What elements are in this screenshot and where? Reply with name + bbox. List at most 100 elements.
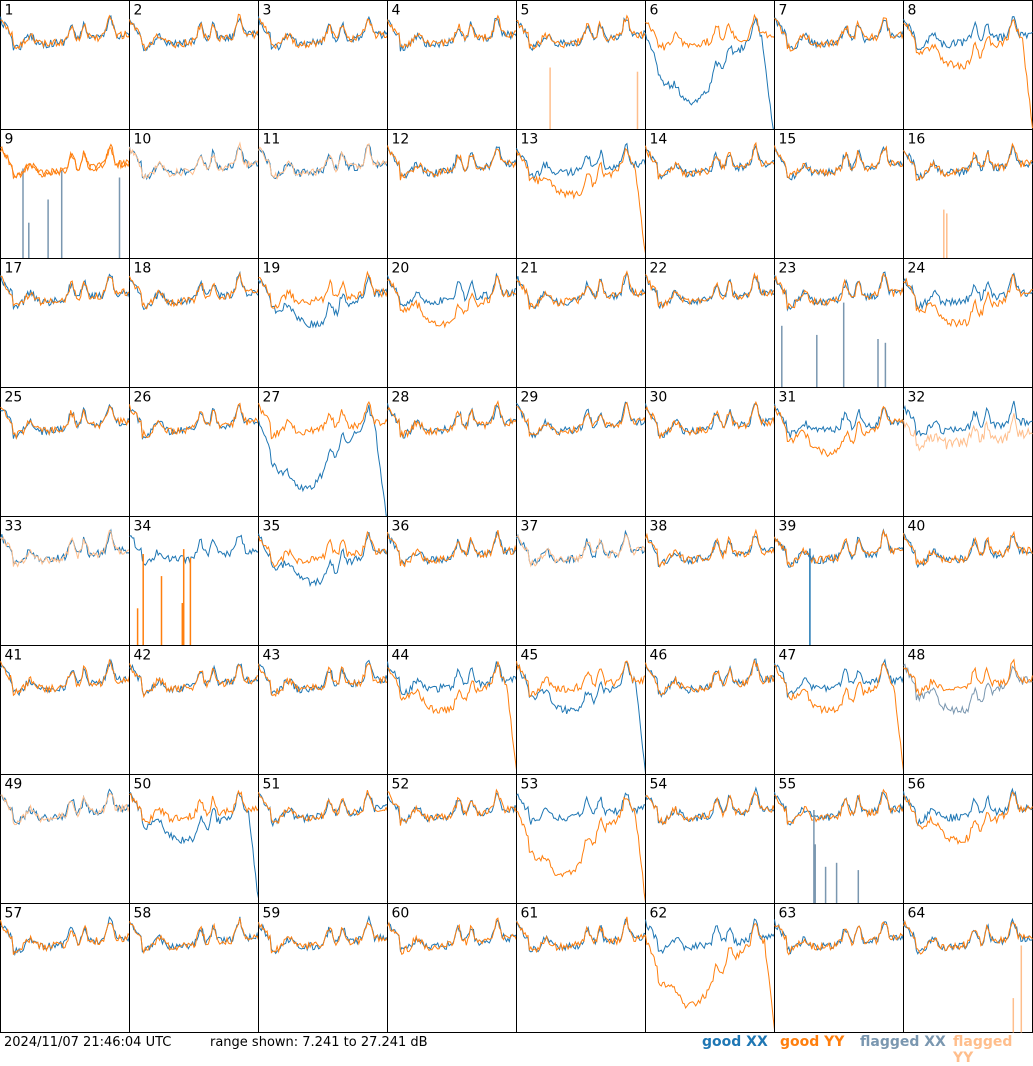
panel-44: 44 — [387, 645, 517, 775]
panel-26: 26 — [129, 387, 259, 517]
panel-61: 61 — [516, 903, 646, 1033]
yy-curve — [0, 143, 130, 180]
panel-label: 38 — [650, 519, 668, 535]
yy-curve — [129, 663, 259, 699]
yy-curve — [0, 275, 130, 307]
panel-frame — [387, 903, 517, 1033]
panel-18: 18 — [129, 258, 259, 388]
panel-label: 16 — [908, 132, 926, 148]
yy-curve — [774, 662, 904, 771]
yy-curve — [774, 921, 904, 956]
yy-curve — [903, 530, 1033, 566]
xx-curve — [0, 528, 130, 565]
panel-34: 34 — [129, 516, 259, 646]
panel-label: 10 — [134, 132, 152, 148]
yy-curve — [258, 921, 388, 954]
panel-1: 1 — [0, 0, 130, 130]
panel-label: 9 — [5, 132, 14, 148]
yy-curve — [387, 661, 517, 770]
panel-label: 45 — [521, 648, 539, 664]
yy-curve — [129, 13, 259, 52]
panel-52: 52 — [387, 774, 517, 904]
panel-label: 18 — [134, 261, 152, 277]
panel-frame — [258, 645, 388, 775]
yy-curve — [645, 790, 775, 826]
panel-frame — [903, 129, 1033, 259]
panel-51: 51 — [258, 774, 388, 904]
panel-label: 49 — [5, 777, 23, 793]
yy-curve — [774, 145, 904, 179]
panel-53: 53 — [516, 774, 646, 904]
panel-28: 28 — [387, 387, 517, 517]
panel-frame — [0, 0, 130, 130]
panel-frame — [387, 387, 517, 517]
panel-label: 52 — [392, 777, 410, 793]
yy-curve — [129, 789, 259, 825]
panel-43: 43 — [258, 645, 388, 775]
panel-label: 57 — [5, 906, 23, 922]
panel-label: 40 — [908, 519, 926, 535]
panel-3: 3 — [258, 0, 388, 130]
xx-curve — [258, 143, 388, 180]
yy-curve — [387, 145, 517, 181]
timestamp: 2024/11/07 21:46:04 UTC — [4, 1035, 172, 1050]
yy-curve — [516, 660, 646, 698]
yy-curve — [774, 17, 904, 52]
panel-frame — [645, 387, 775, 517]
panel-29: 29 — [516, 387, 646, 517]
panel-7: 7 — [774, 0, 904, 130]
panel-24: 24 — [903, 258, 1033, 388]
panel-label: 43 — [263, 648, 281, 664]
xx-curve — [258, 404, 388, 516]
yy-curve — [387, 275, 517, 329]
yy-curve — [516, 401, 646, 438]
yy-curve — [645, 141, 775, 180]
panel-label: 63 — [779, 906, 797, 922]
xx-curve — [0, 273, 130, 311]
panel-label: 32 — [908, 390, 926, 406]
panel-45: 45 — [516, 645, 646, 775]
panel-label: 59 — [263, 906, 281, 922]
panel-label: 30 — [650, 390, 668, 406]
yy-curve — [0, 405, 130, 440]
yy-curve — [645, 13, 775, 51]
panel-62: 62 — [645, 903, 775, 1033]
panel-17: 17 — [0, 258, 130, 388]
xx-curve — [645, 535, 775, 567]
panel-frame — [903, 387, 1033, 517]
panel-label: 37 — [521, 519, 539, 535]
legend-flagged-xx: flagged XX — [860, 1034, 946, 1050]
panel-55: 55 — [774, 774, 904, 904]
yy-curve — [903, 919, 1033, 955]
panel-46: 46 — [645, 645, 775, 775]
yy-curve — [0, 529, 130, 568]
panel-label: 64 — [908, 906, 926, 922]
panel-30: 30 — [645, 387, 775, 517]
xx-curve — [903, 400, 1033, 437]
yy-curve — [387, 788, 517, 826]
yy-curve — [774, 528, 904, 567]
yy-curve — [258, 143, 388, 181]
panel-39: 39 — [774, 516, 904, 646]
yy-curve — [258, 789, 388, 824]
xx-curve — [387, 146, 517, 179]
panel-label: 19 — [263, 261, 281, 277]
yy-curve — [645, 271, 775, 309]
panel-label: 5 — [521, 3, 530, 19]
xx-curve — [129, 534, 259, 566]
panel-label: 2 — [134, 3, 143, 19]
panel-frame — [516, 645, 646, 775]
xx-curve — [258, 274, 388, 329]
panel-label: 42 — [134, 648, 152, 664]
yy-curve — [774, 405, 904, 458]
footer: 2024/11/07 21:46:04 UTC range shown: 7.2… — [0, 1033, 1033, 1066]
xx-curve — [903, 917, 1033, 955]
panel-frame — [0, 516, 130, 646]
panel-58: 58 — [129, 903, 259, 1033]
panel-41: 41 — [0, 645, 130, 775]
panel-label: 50 — [134, 777, 152, 793]
panel-19: 19 — [258, 258, 388, 388]
panel-label: 3 — [263, 3, 272, 19]
panel-frame — [645, 903, 775, 1033]
panel-label: 31 — [779, 390, 797, 406]
